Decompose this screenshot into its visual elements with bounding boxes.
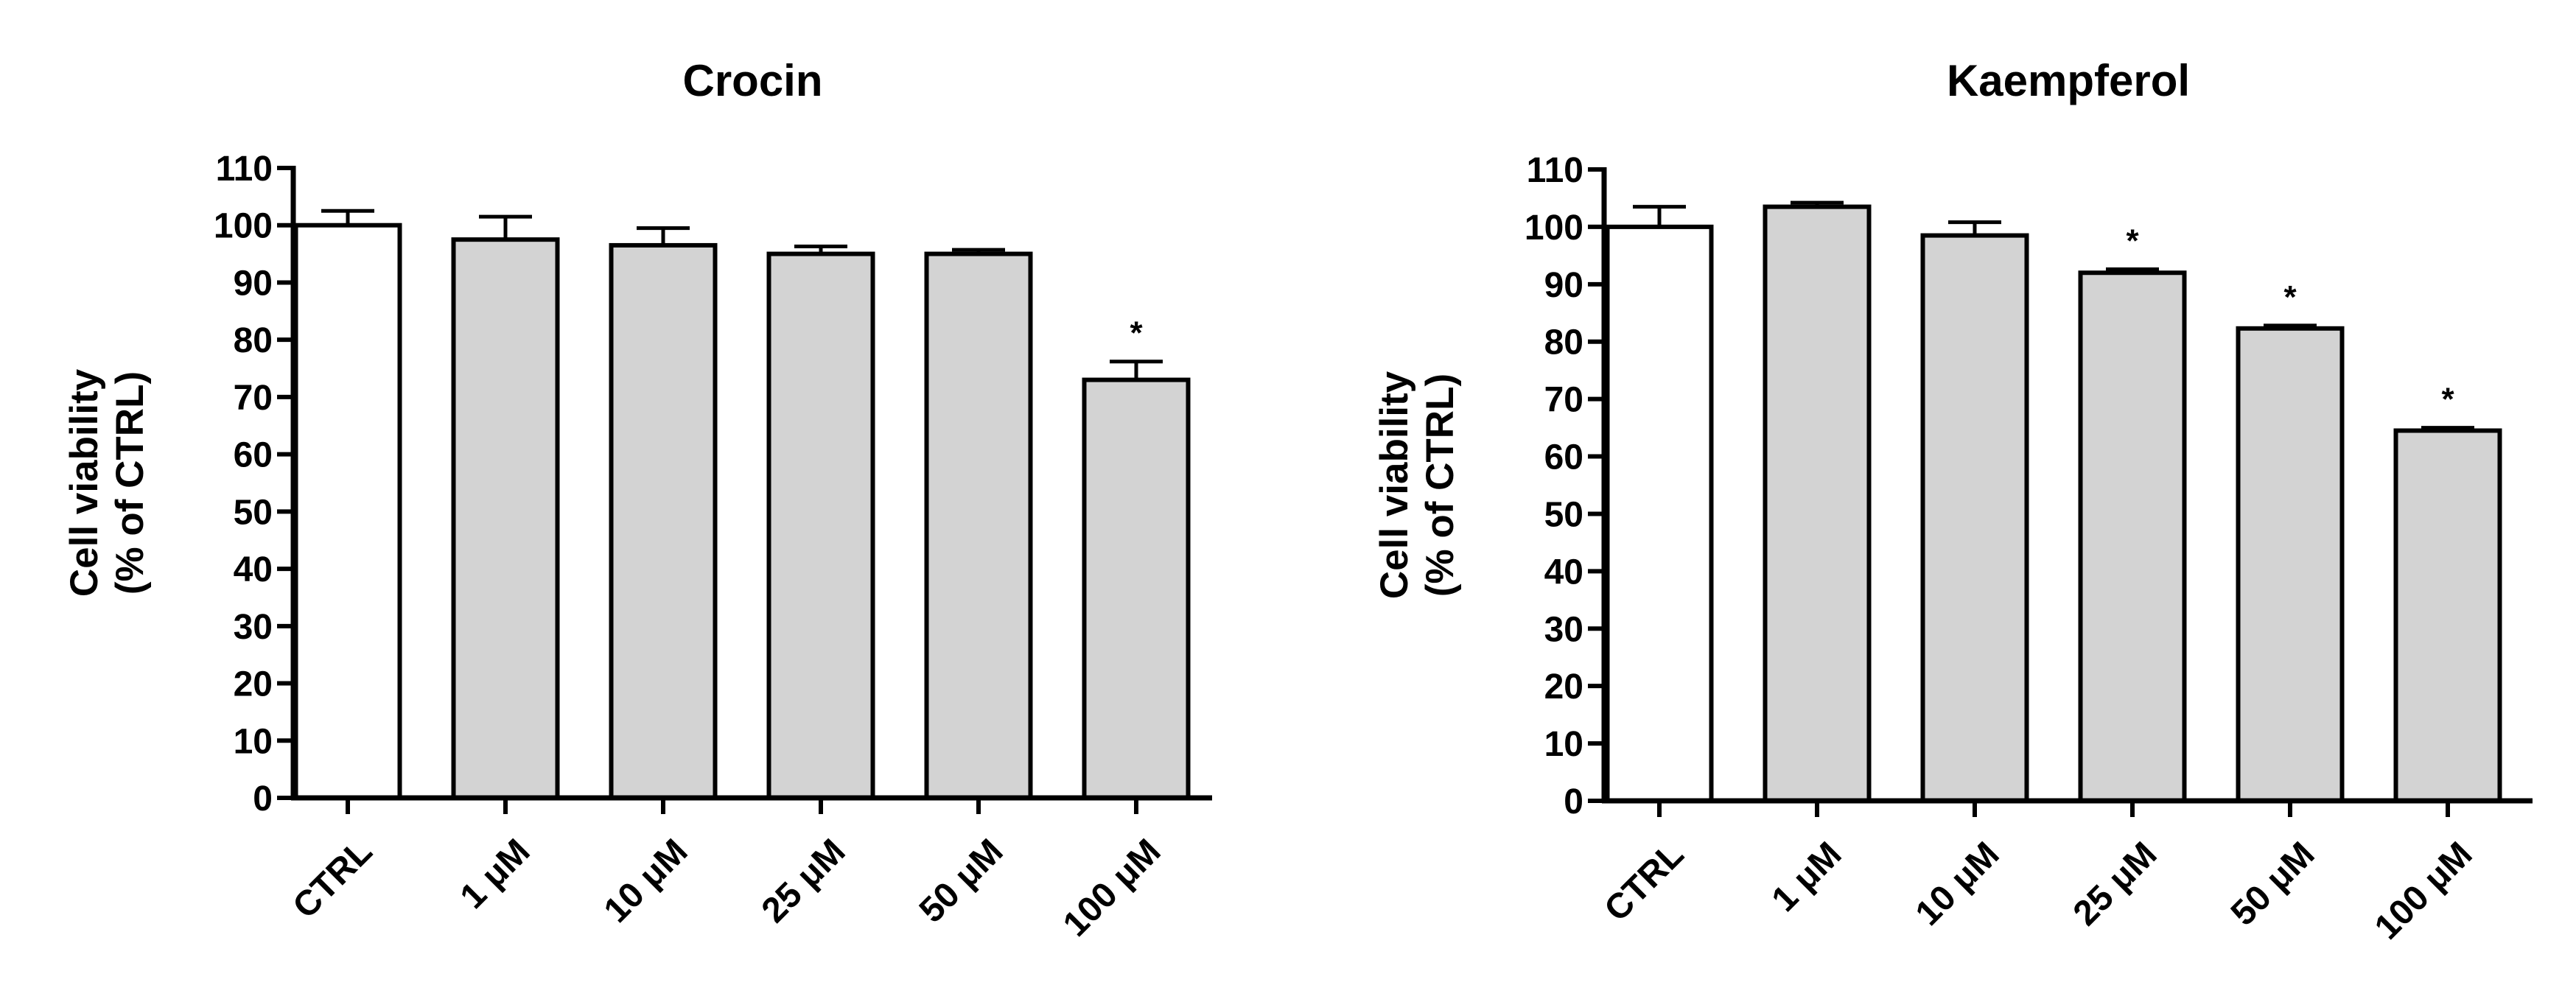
y-tick-label: 40 [234,550,273,589]
y-tick-label: 40 [1544,553,1583,592]
x-tick-label: 100 μM [1056,832,1169,944]
y-axis-label-line: (% of CTRL) [108,371,152,595]
bar [451,237,560,800]
significance-marker: * [1130,315,1143,351]
y-tick-label: 20 [234,665,273,704]
x-tick-label: 25 μM [755,832,853,930]
y-tick-label: 10 [234,722,273,761]
chart-panel-crocin: Crocin Cell viability(% of CTRL) * 0 10 20 30 4… [63,56,1212,944]
y-tick-label: 60 [1544,438,1583,477]
significance-marker: * [2126,223,2139,259]
y-tick-label: 110 [216,150,273,189]
significance-marker: * [2283,279,2297,315]
bar [1920,233,2029,803]
bar [2236,326,2345,804]
x-tick-label: CTRL [286,832,380,926]
x-tick-label: 1 μM [453,832,538,916]
y-tick-label: 90 [1544,266,1583,305]
y-tick-label: 80 [1544,323,1583,362]
y-tick-label: 30 [234,608,273,647]
y-axis-label: Cell viability(% of CTRL) [63,368,152,597]
y-tick-label: 0 [1564,782,1583,821]
y-tick-label: 110 [1527,151,1583,190]
y-tick-label: 80 [234,321,273,360]
y-tick-label: 30 [1544,610,1583,649]
x-tick-label: 10 μM [597,832,696,930]
x-tick-label: CTRL [1597,835,1692,929]
y-tick-label: 50 [234,493,273,532]
x-tick-label: 10 μM [1908,835,2007,933]
y-tick-label: 50 [1544,495,1583,534]
bar [1605,224,1714,803]
y-tick-label: 10 [1544,725,1583,764]
y-tick-label: 20 [1544,667,1583,707]
y-axis-label-line: Cell viability [1373,371,1416,599]
significance-marker: * [2441,382,2454,418]
bar [293,222,402,800]
bar [766,251,875,801]
x-tick-label: 100 μM [2367,835,2480,947]
y-tick-label: 60 [234,436,273,475]
y-axis-label-line: Cell viability [63,368,106,597]
bar [2393,428,2502,804]
y-tick-label: 90 [234,264,273,303]
x-tick-label: 1 μM [1765,835,1849,919]
y-axis-label-line: (% of CTRL) [1418,374,1462,597]
y-tick-label: 0 [253,779,273,819]
x-tick-label: 50 μM [912,832,1011,930]
bar [609,242,718,800]
bar [924,251,1033,801]
chart-title: Crocin [682,56,822,105]
chart-panel-kaempferol: Kaempferol Cell viability(% of CTRL) * * * 0 1… [1373,56,2533,947]
y-tick-label: 100 [1525,208,1583,248]
bar [1763,204,1872,803]
chart-title: Kaempferol [1947,56,2190,105]
y-tick-label: 70 [1544,381,1583,420]
bar [2078,270,2187,803]
x-tick-label: 25 μM [2066,835,2165,933]
y-axis-label: Cell viability(% of CTRL) [1373,371,1462,599]
bar [1082,377,1191,800]
y-tick-label: 100 [214,207,273,246]
y-tick-label: 70 [234,379,273,418]
x-tick-label: 50 μM [2224,835,2323,933]
